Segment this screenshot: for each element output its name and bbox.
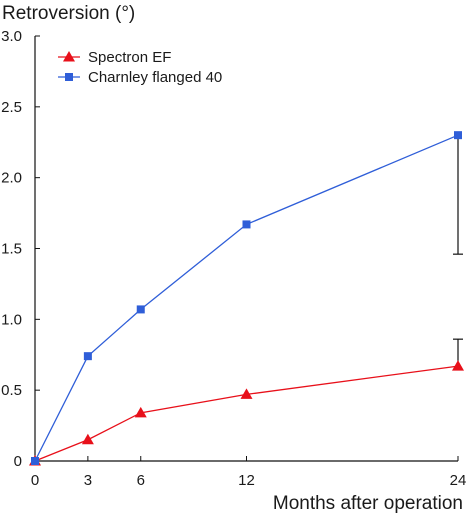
series-triangle bbox=[29, 338, 464, 466]
legend-item: Charnley flanged 40 bbox=[58, 69, 222, 86]
legend-item: Spectron EF bbox=[58, 49, 171, 66]
x-tick-label: 24 bbox=[450, 472, 467, 489]
x-tick-label: 3 bbox=[84, 472, 92, 489]
y-tick-label: 1.5 bbox=[1, 241, 22, 258]
x-axis-title: Months after operation bbox=[273, 493, 463, 514]
data-point bbox=[136, 305, 145, 314]
triangle-icon bbox=[63, 51, 75, 62]
x-tick-label: 6 bbox=[137, 472, 145, 489]
data-point bbox=[452, 360, 464, 371]
y-tick-label: 3.0 bbox=[1, 28, 22, 45]
legend-label: Spectron EF bbox=[88, 49, 171, 66]
x-tick-label: 0 bbox=[31, 472, 39, 489]
legend: Spectron EF Charnley flanged 40 bbox=[58, 49, 222, 86]
series-square bbox=[31, 131, 463, 465]
data-point bbox=[454, 131, 462, 140]
data-point bbox=[31, 457, 39, 465]
data-point bbox=[134, 406, 147, 418]
y-tick-label: 2.5 bbox=[1, 99, 22, 116]
y-tick-label: 1.0 bbox=[1, 311, 22, 328]
data-point bbox=[242, 220, 251, 229]
data-point bbox=[83, 352, 92, 361]
y-axis-title: Retroversion (°) bbox=[2, 3, 135, 24]
series-line bbox=[34, 365, 459, 462]
legend-label: Charnley flanged 40 bbox=[88, 69, 222, 86]
y-tick-label: 0.5 bbox=[1, 382, 22, 399]
series-layer bbox=[29, 131, 464, 466]
data-point bbox=[240, 388, 253, 399]
x-tick-label: 12 bbox=[238, 472, 255, 489]
y-tick-label: 2.0 bbox=[1, 170, 22, 187]
square-icon bbox=[65, 73, 73, 81]
y-tick-label: 0 bbox=[14, 453, 22, 470]
axis-ticks: 0 0.5 1.0 1.5 2.0 2.5 3.0 0 3 6 12 24 bbox=[1, 28, 466, 489]
data-point bbox=[81, 433, 94, 445]
series-line bbox=[34, 134, 459, 462]
